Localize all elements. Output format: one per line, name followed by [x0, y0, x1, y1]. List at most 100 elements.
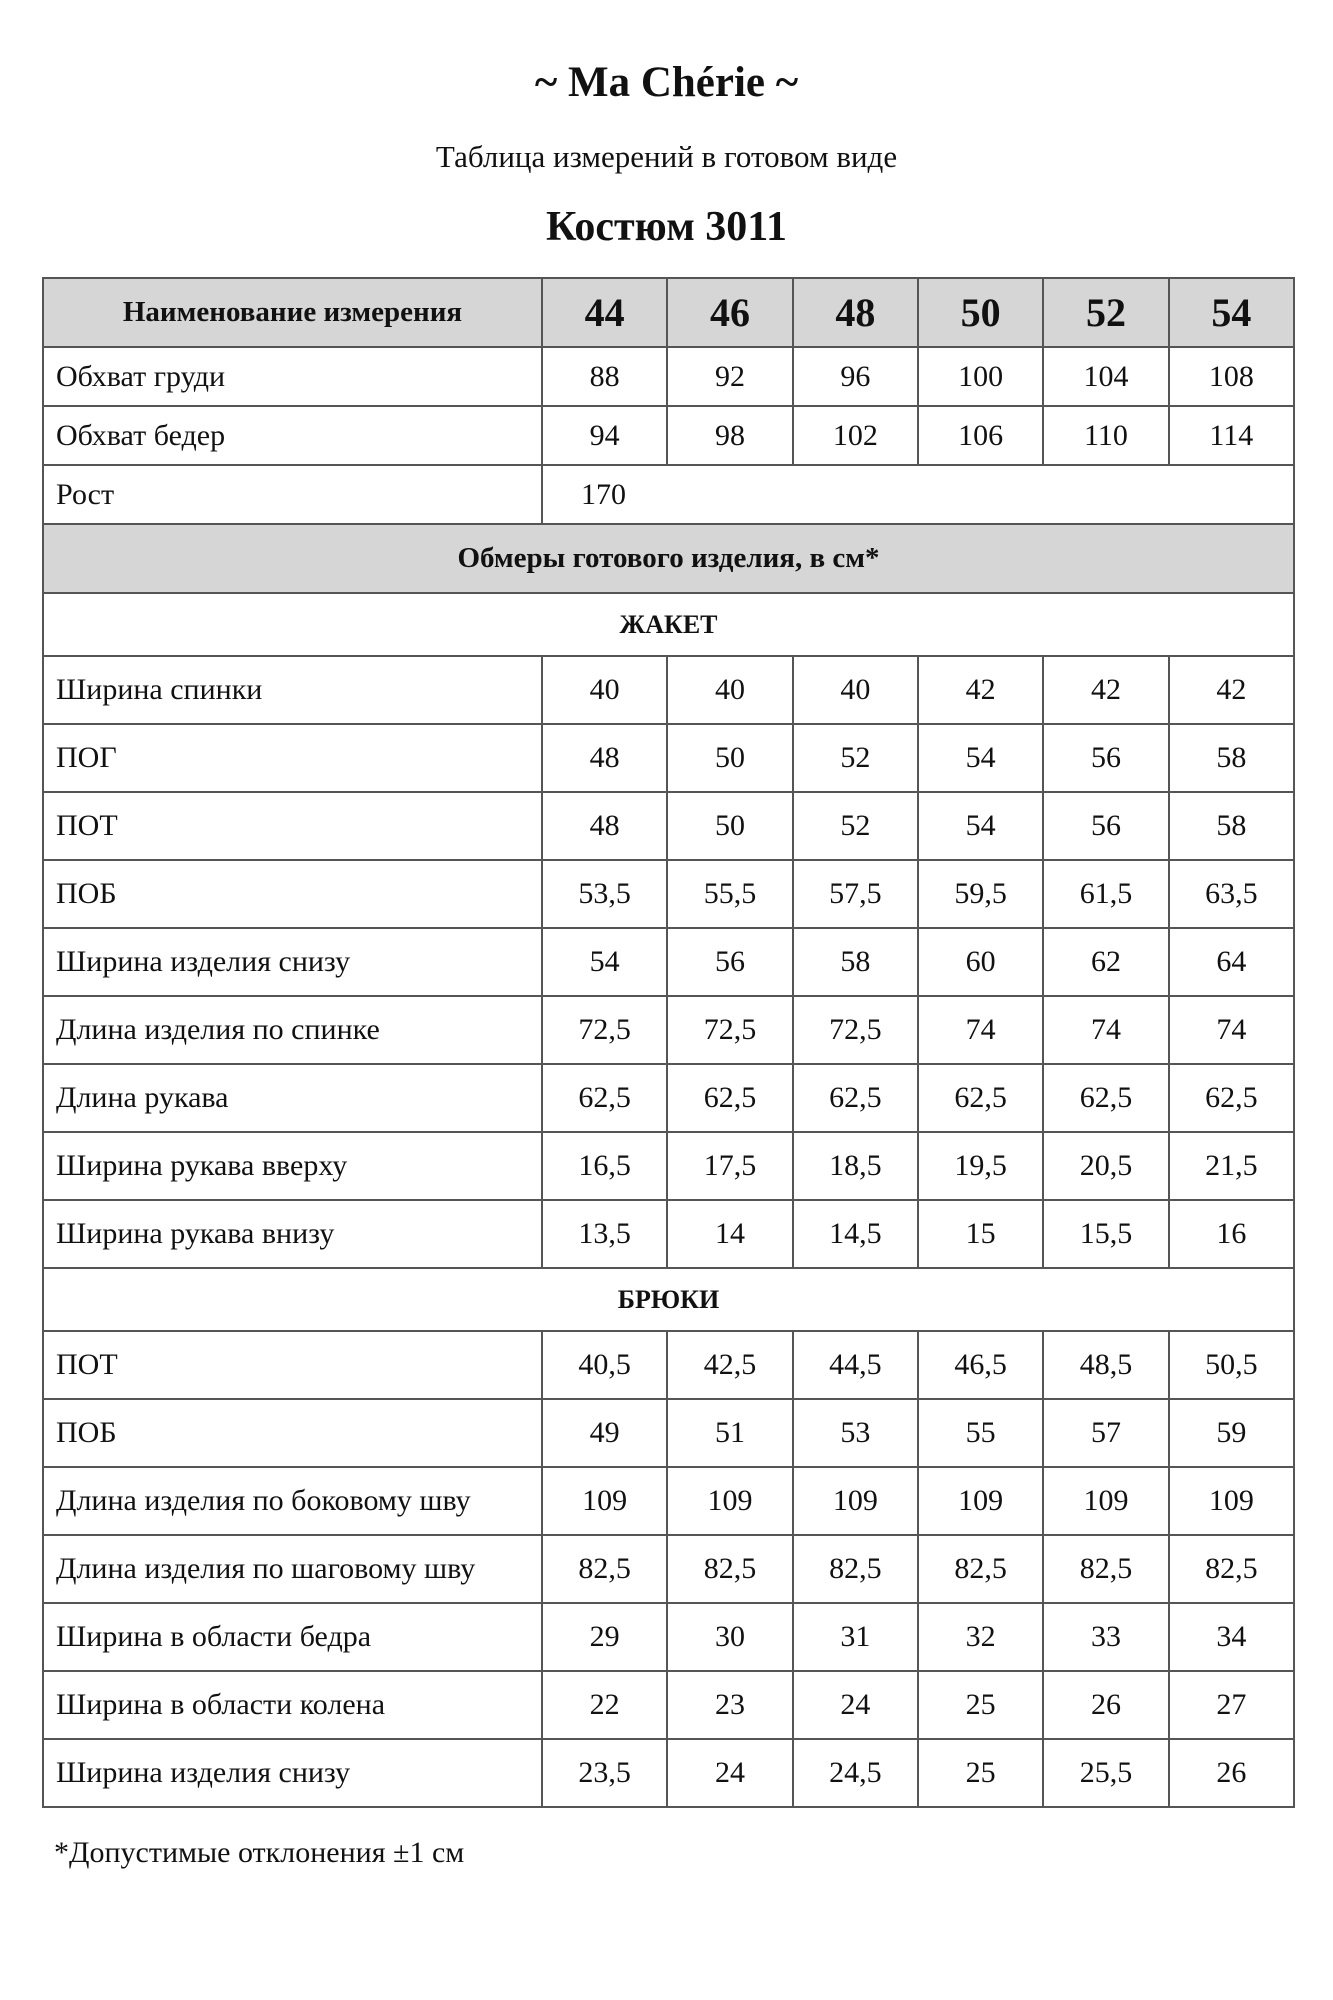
measurement-label: Ширина спинки	[42, 655, 543, 725]
measurement-value: 31	[791, 1602, 919, 1672]
size-header: 50	[916, 277, 1045, 348]
measurement-value: 50	[666, 723, 794, 793]
measurement-value: 57,5	[791, 859, 919, 929]
measurement-value: 19,5	[916, 1131, 1045, 1201]
measurement-value: 82,5	[916, 1534, 1045, 1604]
group-header-row: БРЮКИ	[42, 1267, 1295, 1332]
measurement-value: 94	[540, 405, 669, 466]
size-header: 52	[1042, 277, 1170, 348]
measurement-label: Ширина в области бедра	[42, 1602, 543, 1672]
measurement-value: 56	[1042, 791, 1170, 861]
measurement-value: 40,5	[540, 1330, 669, 1400]
measurement-value: 109	[666, 1466, 794, 1536]
size-table: Наименование измерения 44 46 48 50 52 54 Обхв…	[42, 277, 1296, 1808]
measurement-value: 40	[540, 655, 669, 725]
group-title: БРЮКИ	[42, 1267, 1295, 1332]
measurement-value: 17,5	[666, 1131, 794, 1201]
measurement-value: 108	[1167, 346, 1296, 407]
measurement-value: 74	[1167, 995, 1296, 1065]
garment-measurement-row: Ширина в области колена 22 23 24 25 26 27	[42, 1670, 1296, 1740]
measurement-value: 82,5	[791, 1534, 919, 1604]
measurement-value: 34	[1167, 1602, 1296, 1672]
garment-measurement-row: Длина рукава 62,5 62,5 62,5 62,5 62,5 62,5	[42, 1063, 1296, 1133]
product-title: Костюм 3011	[546, 204, 787, 250]
measurement-value: 100	[916, 346, 1045, 407]
measurement-value: 109	[540, 1466, 669, 1536]
measurement-value: 26	[1167, 1738, 1296, 1808]
measurement-value: 82,5	[666, 1534, 794, 1604]
garment-measurement-row: Ширина изделия снизу 23,5 24 24,5 25 25,5 26	[42, 1738, 1296, 1808]
measurement-value: 102	[791, 405, 919, 466]
measurement-value: 44,5	[791, 1330, 919, 1400]
measurement-label: Ширина изделия снизу	[42, 1738, 543, 1808]
measurement-value: 92	[666, 346, 794, 407]
measurement-label: Ширина рукава вверху	[42, 1131, 543, 1201]
measurement-value: 42	[916, 655, 1045, 725]
measurement-label: Ширина изделия снизу	[42, 927, 543, 997]
measurement-value: 32	[916, 1602, 1045, 1672]
measurement-value: 13,5	[540, 1199, 669, 1269]
measurement-value: 62,5	[1167, 1063, 1296, 1133]
measurement-value: 62,5	[666, 1063, 794, 1133]
measurement-value: 42,5	[666, 1330, 794, 1400]
measurement-value: 62,5	[791, 1063, 919, 1133]
measurement-label: Длина изделия по боковому шву	[42, 1466, 543, 1536]
measurement-value: 114	[1167, 405, 1296, 466]
measurement-value: 62,5	[1042, 1063, 1170, 1133]
garment-measurement-row: Длина изделия по спинке 72,5 72,5 72,5 74 74 7…	[42, 995, 1296, 1065]
measurement-value: 109	[1042, 1466, 1170, 1536]
measurement-value: 29	[540, 1602, 669, 1672]
brand-title: ~ Ma Chérie ~	[534, 59, 799, 106]
measurement-value: 48	[540, 791, 669, 861]
measurement-value: 26	[1042, 1670, 1170, 1740]
measurement-label: ПОБ	[42, 859, 543, 929]
measurement-value: 63,5	[1167, 859, 1296, 929]
measurement-label: Ширина в области колена	[42, 1670, 543, 1740]
garment-measurement-row: ПОТ 48 50 52 54 56 58	[42, 791, 1296, 861]
garment-measurement-row: ПОГ 48 50 52 54 56 58	[42, 723, 1296, 793]
measurement-value: 51	[666, 1398, 794, 1468]
measurement-value: 104	[1042, 346, 1170, 407]
measurement-label: ПОТ	[42, 1330, 543, 1400]
measurement-value: 40	[666, 655, 794, 725]
measurement-value: 15	[916, 1199, 1045, 1269]
measurement-value: 55,5	[666, 859, 794, 929]
measurement-value: 30	[666, 1602, 794, 1672]
measurement-value: 53,5	[540, 859, 669, 929]
measurement-value: 62	[1042, 927, 1170, 997]
measurement-value: 49	[540, 1398, 669, 1468]
measurement-value: 64	[1167, 927, 1296, 997]
measurement-value: 74	[916, 995, 1045, 1065]
measurement-value: 88	[540, 346, 669, 407]
measurement-value: 21,5	[1167, 1131, 1296, 1201]
size-header: 44	[540, 277, 669, 348]
measurement-value: 48,5	[1042, 1330, 1170, 1400]
measurement-value: 15,5	[1042, 1199, 1170, 1269]
garment-measurement-row: Ширина рукава внизу 13,5 14 14,5 15 15,5 16	[42, 1199, 1296, 1269]
table-body: Обхват груди 88 92 96 100 104 108 Обхват бедер 9…	[42, 346, 1296, 1808]
measurement-value: 20,5	[1042, 1131, 1170, 1201]
measurement-value: 110	[1042, 405, 1170, 466]
measurement-value: 62,5	[540, 1063, 669, 1133]
garment-measurement-row: Ширина изделия снизу 54 56 58 60 62 64	[42, 927, 1296, 997]
measurement-value: 72,5	[791, 995, 919, 1065]
measurement-value: 54	[916, 723, 1045, 793]
garment-measurement-row: ПОБ 49 51 53 55 57 59	[42, 1398, 1296, 1468]
measurement-label: Обхват бедер	[42, 405, 543, 466]
garment-measurement-row: Длина изделия по боковому шву 109 109 109 10…	[42, 1466, 1296, 1536]
measurement-value: 33	[1042, 1602, 1170, 1672]
measurement-value: 50	[666, 791, 794, 861]
measurement-value: 58	[791, 927, 919, 997]
height-row: Рост 170	[42, 464, 1295, 525]
document-subtitle: Таблица измерений в готовом виде	[435, 139, 898, 174]
measurement-value: 106	[916, 405, 1045, 466]
measurement-label: Обхват груди	[42, 346, 543, 407]
measurement-name-header: Наименование измерения	[42, 277, 543, 348]
measurement-value: 46,5	[916, 1330, 1045, 1400]
measurement-value: 42	[1167, 655, 1296, 725]
measurement-value: 25	[916, 1670, 1045, 1740]
measurement-value: 16	[1167, 1199, 1296, 1269]
measurement-value: 54	[540, 927, 669, 997]
measurement-value: 82,5	[1042, 1534, 1170, 1604]
measurement-value: 23,5	[540, 1738, 669, 1808]
